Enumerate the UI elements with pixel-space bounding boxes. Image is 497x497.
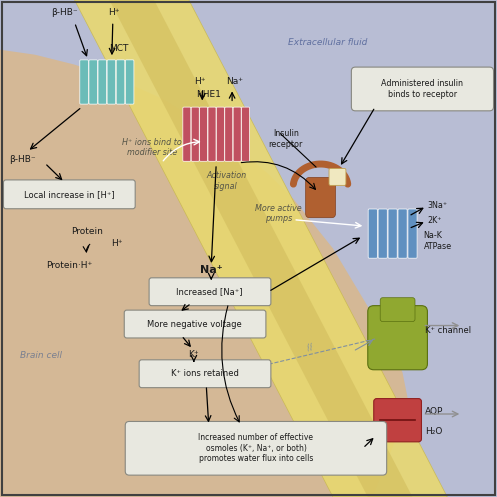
Text: H⁺: H⁺: [111, 239, 123, 248]
FancyBboxPatch shape: [398, 209, 407, 258]
Text: Na⁺: Na⁺: [200, 265, 223, 275]
FancyBboxPatch shape: [368, 306, 427, 370]
FancyBboxPatch shape: [183, 107, 191, 161]
Text: β-HB⁻: β-HB⁻: [51, 8, 78, 17]
FancyBboxPatch shape: [3, 180, 135, 209]
Text: H⁺: H⁺: [108, 8, 120, 17]
Polygon shape: [109, 0, 413, 497]
Text: AQP: AQP: [425, 407, 443, 416]
Text: Brain cell: Brain cell: [20, 351, 62, 360]
FancyBboxPatch shape: [89, 60, 97, 104]
FancyBboxPatch shape: [374, 399, 421, 442]
FancyBboxPatch shape: [408, 209, 417, 258]
FancyBboxPatch shape: [191, 107, 199, 161]
Text: Increased [Na⁺]: Increased [Na⁺]: [176, 287, 243, 296]
Text: H₂O: H₂O: [425, 427, 442, 436]
FancyBboxPatch shape: [149, 278, 271, 306]
FancyBboxPatch shape: [208, 107, 216, 161]
Text: Activation
signal: Activation signal: [206, 171, 246, 191]
FancyBboxPatch shape: [116, 60, 125, 104]
FancyBboxPatch shape: [98, 60, 106, 104]
Text: K⁺: K⁺: [188, 350, 199, 359]
FancyBboxPatch shape: [139, 360, 271, 388]
Text: β-HB⁻: β-HB⁻: [9, 155, 36, 164]
FancyBboxPatch shape: [125, 60, 134, 104]
Text: Protein·H⁺: Protein·H⁺: [46, 261, 93, 270]
Text: NHE1: NHE1: [196, 90, 221, 99]
FancyBboxPatch shape: [388, 209, 397, 258]
Text: H⁺: H⁺: [194, 78, 206, 86]
FancyBboxPatch shape: [107, 60, 116, 104]
FancyBboxPatch shape: [378, 209, 387, 258]
Text: Extracellular fluid: Extracellular fluid: [288, 38, 368, 47]
Text: 3Na⁺: 3Na⁺: [427, 201, 447, 210]
Text: Local increase in [H⁺]: Local increase in [H⁺]: [24, 190, 115, 199]
Text: H⁺ ions bind to
modifier site: H⁺ ions bind to modifier site: [122, 138, 181, 157]
Text: //: //: [306, 342, 314, 352]
Text: Na-K
ATPase: Na-K ATPase: [423, 231, 452, 251]
FancyBboxPatch shape: [233, 107, 241, 161]
FancyBboxPatch shape: [380, 298, 415, 322]
FancyBboxPatch shape: [306, 177, 335, 218]
FancyBboxPatch shape: [80, 60, 88, 104]
Polygon shape: [0, 50, 408, 497]
FancyBboxPatch shape: [368, 209, 377, 258]
FancyBboxPatch shape: [125, 421, 387, 475]
FancyBboxPatch shape: [200, 107, 208, 161]
FancyBboxPatch shape: [216, 107, 225, 161]
Text: Administered insulin
binds to receptor: Administered insulin binds to receptor: [382, 79, 463, 99]
Text: Protein: Protein: [71, 227, 103, 236]
Polygon shape: [75, 0, 447, 497]
FancyBboxPatch shape: [351, 67, 494, 111]
Text: K⁺ ions retained: K⁺ ions retained: [171, 369, 239, 378]
Text: K⁺ channel: K⁺ channel: [425, 326, 471, 335]
Text: 2K⁺: 2K⁺: [427, 216, 442, 225]
Text: MCT: MCT: [110, 44, 129, 53]
FancyBboxPatch shape: [329, 168, 346, 185]
Text: More active
pumps: More active pumps: [255, 204, 302, 223]
Text: More negative voltage: More negative voltage: [148, 320, 242, 329]
FancyBboxPatch shape: [242, 107, 249, 161]
Text: Na⁺: Na⁺: [227, 78, 244, 86]
FancyBboxPatch shape: [124, 310, 266, 338]
FancyBboxPatch shape: [225, 107, 233, 161]
Text: Insulin
receptor: Insulin receptor: [268, 129, 303, 149]
Text: Increased number of effective
osmoles (K⁺, Na⁺, or both)
promotes water flux int: Increased number of effective osmoles (K…: [198, 433, 314, 463]
